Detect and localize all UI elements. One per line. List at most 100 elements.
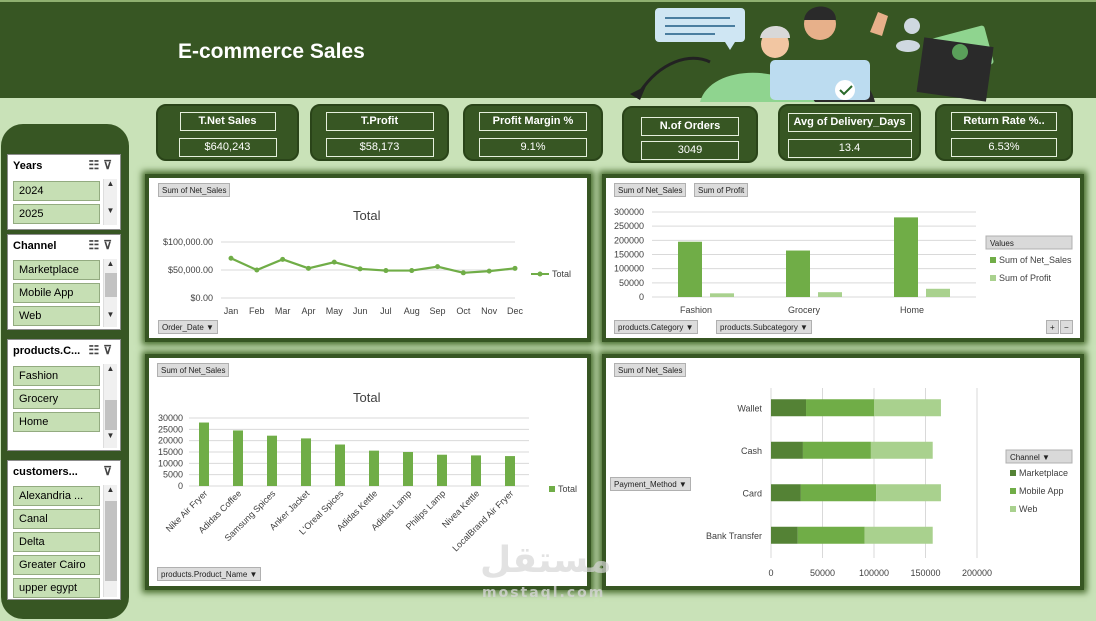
clear-filter-icon[interactable]: ⊽: [103, 158, 116, 172]
x-tick-label: Feb: [249, 306, 265, 316]
legend-label: Sum of Net_Sales: [999, 255, 1072, 265]
chart-top-products: Sum of Net_Sales Total 0 5000 10000 15000 20…: [145, 354, 591, 590]
scroll-up-icon[interactable]: ▲: [106, 364, 115, 373]
slicer-item-fashion[interactable]: Fashion: [13, 366, 100, 386]
kpi-label: Avg of Delivery_Days: [787, 113, 912, 132]
field-button[interactable]: Sum of Net_Sales: [157, 363, 230, 377]
scroll-down-icon[interactable]: ▼: [106, 206, 115, 215]
slicer-item-greater-cairo[interactable]: Greater Cairo: [13, 555, 100, 575]
scroll-up-icon[interactable]: ▲: [106, 179, 115, 188]
axis-filter-button[interactable]: Order_Date ▼: [158, 320, 218, 334]
scroll-down-icon[interactable]: ▼: [106, 431, 115, 440]
slicer-item-2024[interactable]: 2024: [13, 181, 100, 201]
x-tick-label: Jun: [353, 306, 368, 316]
bar: [301, 438, 311, 486]
slicer-item-marketplace[interactable]: Marketplace: [13, 260, 100, 280]
legend-label: Marketplace: [1019, 468, 1068, 478]
data-point: [305, 265, 311, 271]
slicer-item-home[interactable]: Home: [13, 412, 100, 432]
kpi-value: 3049: [641, 141, 739, 160]
watermark-logo-latin: mostaql.com: [482, 585, 606, 601]
chart-payment-method: Sum of Net_Sales Payment_Method ▼ 0 50000…: [602, 354, 1084, 590]
legend-marker: [549, 486, 555, 492]
legend-label: Total: [552, 269, 571, 279]
expand-icon[interactable]: +: [1046, 320, 1059, 334]
multi-select-icon[interactable]: ☷: [88, 158, 104, 172]
chart-category-sales: Sum of Net_Sales Sum of Profit 0 50000 100…: [602, 174, 1084, 342]
bar: [403, 452, 413, 486]
field-button[interactable]: Sum of Net_Sales: [158, 183, 231, 197]
kpi-label: Return Rate %..: [951, 112, 1057, 131]
field-button[interactable]: Sum of Profit: [694, 183, 749, 197]
slicer-item-alexandria[interactable]: Alexandria ...: [13, 486, 100, 506]
clear-filter-icon[interactable]: ⊽: [103, 238, 116, 252]
x-tick-label: 200000: [962, 568, 992, 578]
slicer-category: products.C... ☷⊽ Fashion Grocery Home ▲ …: [7, 339, 121, 451]
legend-label: Sum of Profit: [999, 273, 1052, 283]
chart-title: Total: [353, 208, 381, 223]
watermark-logo: مستقل: [480, 540, 612, 581]
kpi-value: 9.1%: [479, 138, 587, 157]
legend-label: Web: [1019, 504, 1037, 514]
kpi-delivery-days: Avg of Delivery_Days 13.4: [778, 104, 921, 161]
data-point: [512, 265, 518, 271]
y-tick-label: Bank Transfer: [706, 531, 762, 541]
x-tick-label: Jul: [380, 306, 392, 316]
y-tick-label: 100000: [614, 264, 644, 274]
y-tick-label: 250000: [614, 221, 644, 231]
data-point: [460, 270, 466, 276]
bar-segment: [771, 399, 807, 417]
slicer-scrollbar[interactable]: ▲ ▼: [103, 179, 117, 225]
y-tick-label: Card: [742, 488, 762, 498]
slicer-item-canal[interactable]: Canal: [13, 509, 100, 529]
bar: [369, 450, 379, 486]
y-tick-label: Wallet: [737, 403, 762, 413]
slicer-title: Years ☷⊽: [13, 158, 116, 172]
legend-marker: [537, 271, 543, 277]
slicer-scrollbar[interactable]: ▲: [103, 485, 117, 597]
collapse-icon[interactable]: −: [1060, 320, 1073, 334]
slicer-item-web[interactable]: Web: [13, 306, 100, 326]
axis-filter-button[interactable]: Payment_Method ▼: [610, 477, 691, 491]
slicer-scrollbar[interactable]: ▲ ▼: [103, 364, 117, 448]
bar: [786, 250, 810, 297]
slicer-item-2025[interactable]: 2025: [13, 204, 100, 224]
slicer-item-upper-egypt[interactable]: upper egypt: [13, 578, 100, 598]
bar: [894, 217, 918, 297]
scroll-thumb[interactable]: [105, 400, 117, 430]
x-tick-label: Oct: [456, 306, 471, 316]
bar: [233, 430, 243, 486]
scroll-thumb[interactable]: [105, 273, 117, 297]
series-line: [230, 257, 516, 274]
scroll-up-icon[interactable]: ▲: [106, 259, 115, 268]
scroll-down-icon[interactable]: ▼: [106, 310, 115, 319]
slicer-item-grocery[interactable]: Grocery: [13, 389, 100, 409]
data-point: [435, 264, 441, 270]
kpi-label: Profit Margin %: [479, 112, 587, 131]
clear-filter-icon[interactable]: ⊽: [103, 343, 116, 357]
legend-marker: [990, 275, 996, 281]
axis-filter-button[interactable]: products.Product_Name ▼: [157, 567, 262, 581]
bar: [199, 422, 209, 486]
y-tick-label: Cash: [741, 446, 762, 456]
slicer-scrollbar[interactable]: ▲ ▼: [103, 259, 117, 327]
scroll-thumb[interactable]: [105, 501, 117, 581]
clear-filter-icon[interactable]: ⊽: [103, 464, 116, 478]
slicer-item-delta[interactable]: Delta: [13, 532, 100, 552]
y-tick-label: $100,000.00: [163, 237, 213, 247]
multi-select-icon[interactable]: ☷: [88, 238, 104, 252]
bar: [710, 293, 734, 297]
data-point: [409, 268, 415, 274]
bar-segment: [800, 484, 877, 502]
field-button[interactable]: Sum of Net_Sales: [614, 363, 687, 377]
y-tick-label: 0: [178, 481, 183, 491]
axis-filter-button[interactable]: products.Subcategory ▼: [716, 320, 812, 334]
multi-select-icon[interactable]: ☷: [88, 343, 104, 357]
data-point: [254, 267, 260, 273]
axis-filter-button[interactable]: products.Category ▼: [614, 320, 698, 334]
field-button[interactable]: Sum of Net_Sales: [614, 183, 687, 197]
scroll-up-icon[interactable]: ▲: [106, 485, 115, 494]
legend-title: Channel ▼: [1010, 453, 1050, 462]
slicer-item-mobile-app[interactable]: Mobile App: [13, 283, 100, 303]
